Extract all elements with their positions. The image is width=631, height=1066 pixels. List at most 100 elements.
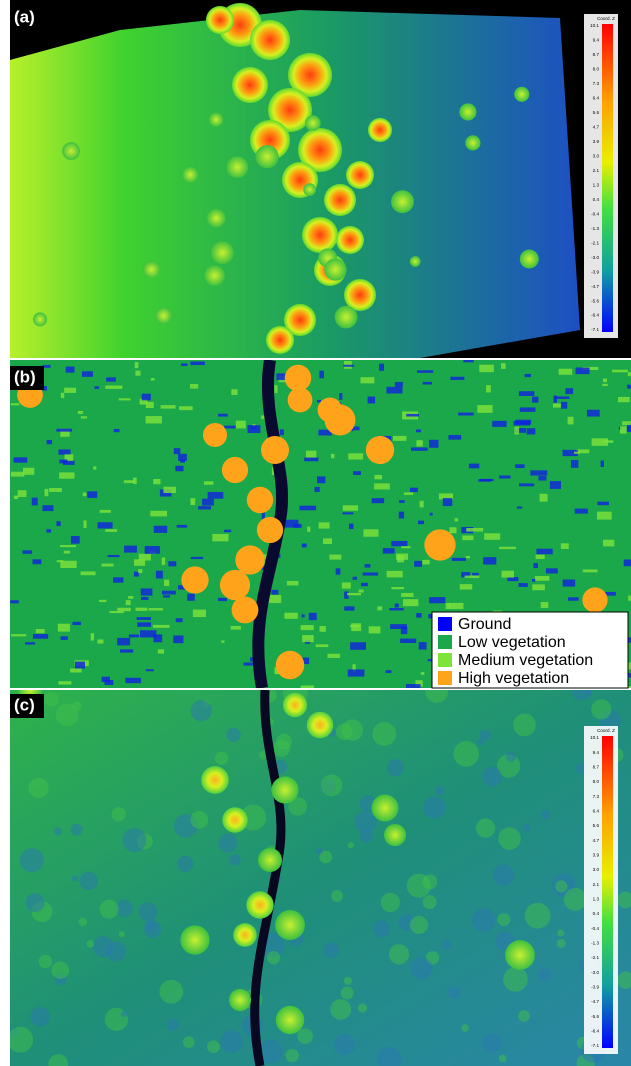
ground-patch (561, 402, 567, 409)
ground-patch (159, 980, 183, 1004)
colorbar (602, 24, 613, 332)
ground-patch (102, 677, 110, 682)
tree (261, 436, 289, 464)
tree (324, 184, 356, 216)
ground-patch (125, 678, 140, 683)
tree (266, 326, 294, 354)
ground-patch (271, 590, 278, 595)
ground-patch (309, 613, 317, 620)
ground-patch (156, 571, 163, 579)
panel-label: (a) (14, 7, 35, 26)
ground-patch (64, 388, 76, 393)
ground-patch (306, 451, 316, 458)
ground-patch (307, 527, 310, 532)
ground-patch (161, 405, 176, 408)
ground-patch (327, 654, 340, 658)
ground-patch (372, 722, 396, 746)
ground-patch (555, 396, 569, 398)
ground-patch (97, 639, 103, 643)
ground-patch (135, 362, 139, 368)
ground-patch (11, 472, 25, 477)
ground-patch (117, 638, 130, 645)
ground-patch (479, 365, 494, 372)
ground-patch (374, 483, 390, 489)
tree (226, 156, 248, 178)
ground-patch (449, 603, 463, 609)
ground-patch (18, 490, 27, 497)
ground-patch (493, 864, 514, 885)
ground-patch (342, 512, 353, 514)
ground-patch (75, 662, 85, 669)
ground-patch (400, 639, 416, 643)
ground-patch (553, 396, 557, 403)
ground-patch (465, 576, 480, 578)
ground-patch (525, 903, 551, 929)
ground-patch (601, 461, 604, 467)
ground-patch (276, 734, 292, 750)
ground-patch (458, 413, 473, 416)
colorbar-tick-label: 6.4 (593, 96, 600, 101)
ground-patch (14, 496, 18, 499)
tree (424, 529, 455, 560)
ground-patch (499, 547, 516, 549)
ground-patch (60, 561, 76, 568)
ground-patch (603, 379, 607, 383)
ground-patch (429, 597, 445, 603)
ground-patch (124, 480, 134, 483)
ground-patch (218, 598, 227, 601)
ground-patch (541, 602, 549, 608)
colorbar-tick-label: -2.1 (591, 955, 599, 960)
ground-patch (513, 421, 530, 426)
colorbar-tick-label: -4.7 (591, 284, 599, 289)
ground-patch (7, 1027, 33, 1053)
ground-patch (14, 457, 28, 462)
ground-patch (460, 584, 473, 589)
ground-patch (339, 393, 342, 400)
tree (258, 848, 282, 872)
ground-patch (10, 600, 19, 603)
ground-patch (280, 429, 284, 435)
ground-patch (377, 606, 382, 610)
ground-patch (151, 378, 155, 381)
ground-patch (177, 856, 193, 872)
ground-patch (140, 630, 156, 637)
tree (465, 135, 480, 150)
ground-patch (226, 728, 240, 742)
ground-patch (575, 509, 588, 514)
ground-patch (622, 421, 631, 425)
ground-patch (341, 987, 354, 1000)
colorbar-tick-label: 1.3 (593, 897, 600, 902)
ground-patch (483, 557, 496, 564)
ground-patch (202, 499, 214, 506)
ground-patch (587, 410, 600, 417)
ground-patch (82, 371, 93, 377)
ground-patch (112, 807, 126, 821)
ground-patch (141, 588, 153, 595)
ground-patch (300, 506, 317, 511)
colorbar-tick-label: -2.1 (591, 240, 599, 245)
legend-swatch (438, 635, 452, 649)
colorbar-tick-label: 4.7 (593, 838, 600, 843)
ground-patch (287, 581, 299, 585)
ground-patch (486, 385, 491, 392)
legend-swatch (438, 671, 452, 685)
ground-patch (81, 416, 87, 418)
ground-patch (401, 546, 410, 548)
ground-patch (137, 617, 151, 620)
tree (207, 209, 226, 228)
ground-patch (421, 672, 425, 675)
colorbar-tick-label: 4.7 (593, 125, 600, 130)
ground-patch (520, 407, 536, 411)
figure: (a)(b)(c)Coord. Z10.19.48.78.07.36.45.64… (0, 0, 631, 1066)
tree (256, 145, 279, 168)
ground-patch (87, 491, 97, 498)
ground-patch (91, 633, 94, 640)
ground-patch (618, 397, 630, 402)
tree (235, 545, 264, 574)
ground-patch (469, 464, 479, 469)
ground-patch (321, 774, 343, 796)
ground-patch (39, 955, 53, 969)
ground-patch (190, 384, 198, 389)
ground-patch (100, 510, 111, 513)
colorbar-tick-label: -3.0 (591, 970, 599, 975)
